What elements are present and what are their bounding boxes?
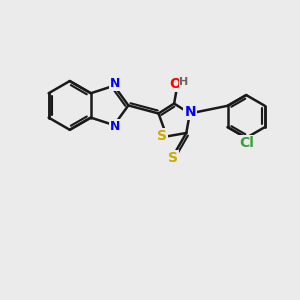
Text: N: N bbox=[110, 77, 120, 90]
Text: N: N bbox=[110, 120, 120, 134]
Text: Cl: Cl bbox=[239, 136, 254, 150]
Text: H: H bbox=[179, 76, 189, 86]
Text: S: S bbox=[168, 151, 178, 165]
Text: O: O bbox=[169, 77, 181, 91]
Text: S: S bbox=[158, 129, 167, 143]
Text: N: N bbox=[184, 105, 196, 119]
